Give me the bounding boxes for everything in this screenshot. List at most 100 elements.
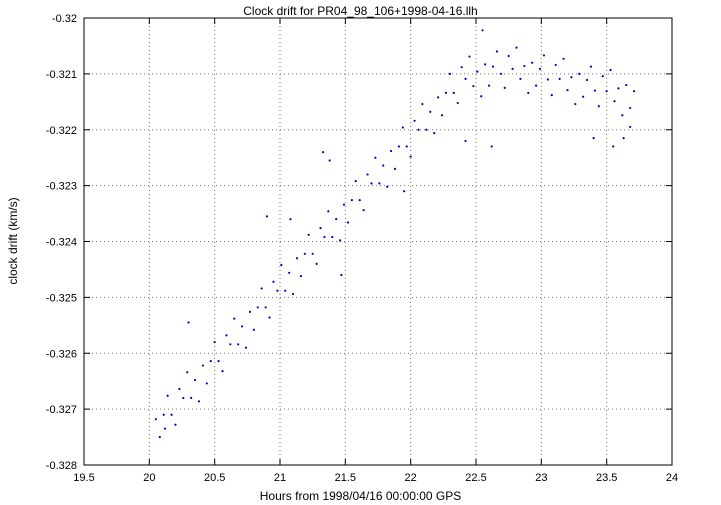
data-point: [585, 78, 589, 82]
data-point: [531, 61, 534, 64]
data-point: [550, 94, 553, 97]
data-point: [174, 423, 177, 426]
y-tick-label: -0.327: [46, 404, 77, 416]
data-point: [444, 91, 448, 94]
data-point: [448, 72, 451, 75]
data-point: [339, 239, 342, 242]
y-tick-label: -0.321: [46, 69, 77, 81]
data-point: [201, 364, 205, 367]
data-point: [574, 102, 577, 106]
data-point: [382, 164, 385, 167]
data-point: [527, 91, 530, 94]
x-tick-label: 20.5: [204, 472, 225, 484]
data-point: [405, 145, 408, 148]
data-point: [374, 156, 377, 159]
data-point: [538, 67, 542, 70]
data-point: [154, 418, 157, 421]
data-point: [328, 159, 331, 162]
data-point: [542, 54, 546, 57]
data-point: [315, 262, 318, 265]
y-tick-label: -0.326: [46, 348, 77, 360]
data-point: [213, 340, 216, 344]
data-point: [397, 145, 401, 148]
data-point: [323, 235, 326, 239]
data-point: [582, 95, 585, 98]
data-point: [480, 95, 483, 98]
data-point: [346, 221, 350, 224]
data-point: [284, 289, 287, 292]
data-point: [440, 114, 444, 117]
data-point: [162, 413, 165, 416]
x-tick-label: 22.5: [465, 472, 486, 484]
y-tick-label: -0.328: [46, 460, 77, 472]
x-tick-label: 23.5: [596, 472, 617, 484]
data-point: [601, 75, 604, 78]
x-tick-label: 21: [274, 472, 286, 484]
data-point: [362, 209, 365, 212]
data-point: [280, 263, 283, 267]
x-tick-label: 21.5: [335, 472, 356, 484]
data-point: [535, 84, 538, 87]
data-point: [354, 180, 357, 183]
data-point: [386, 185, 389, 188]
data-point: [264, 306, 267, 309]
data-point: [592, 137, 595, 140]
data-point: [225, 334, 228, 337]
data-point: [170, 413, 173, 416]
data-point: [166, 394, 169, 397]
data-point: [499, 72, 502, 75]
data-point: [158, 435, 161, 439]
data-point: [593, 89, 597, 92]
data-point: [190, 396, 193, 400]
data-point: [429, 110, 432, 113]
data-point: [617, 87, 620, 90]
y-tick-label: -0.324: [46, 237, 77, 249]
x-axis-label: Hours from 1998/04/16 00:00:00 GPS: [259, 489, 462, 503]
data-point: [276, 289, 279, 292]
data-point: [340, 273, 343, 277]
data-point: [421, 102, 424, 106]
data-point: [476, 70, 479, 73]
data-point: [393, 167, 397, 170]
data-point: [621, 114, 624, 117]
data-point: [197, 400, 201, 403]
data-point: [366, 173, 369, 176]
data-point: [319, 226, 322, 230]
data-point: [342, 203, 346, 206]
data-point: [464, 77, 467, 81]
data-point: [272, 280, 275, 283]
data-point: [205, 382, 208, 385]
data-point: [335, 218, 338, 221]
data-point: [299, 275, 303, 278]
data-point: [484, 63, 487, 66]
data-point: [413, 119, 416, 122]
data-point: [409, 155, 412, 158]
data-point: [378, 182, 381, 185]
data-point: [495, 50, 499, 53]
data-point: [358, 199, 361, 202]
data-point: [237, 343, 240, 346]
data-point: [163, 427, 167, 430]
data-point: [370, 182, 373, 185]
data-point: [562, 57, 565, 60]
data-point: [307, 233, 310, 236]
data-point: [452, 91, 455, 94]
data-point: [481, 29, 484, 32]
data-point: [523, 64, 526, 68]
data-point: [303, 252, 306, 255]
data-point: [622, 137, 625, 140]
data-point: [322, 151, 325, 154]
data-point: [464, 139, 467, 143]
x-tick-label: 23: [535, 472, 547, 484]
data-point: [291, 292, 295, 296]
data-point: [468, 55, 471, 58]
y-tick-label: -0.322: [46, 125, 77, 137]
y-tick-label: -0.325: [46, 292, 77, 304]
y-tick-label: -0.32: [52, 13, 77, 25]
data-point: [233, 317, 236, 320]
data-point: [570, 76, 573, 79]
data-point: [401, 126, 404, 129]
x-tick-label: 24: [666, 472, 678, 484]
data-point: [472, 85, 475, 88]
